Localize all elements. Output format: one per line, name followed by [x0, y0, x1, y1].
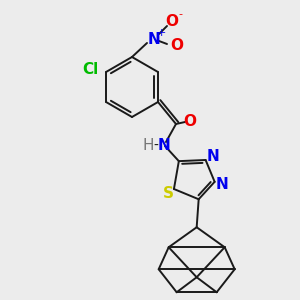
Text: -: -	[178, 9, 182, 19]
Text: -: -	[154, 139, 158, 153]
Text: +: +	[156, 28, 166, 38]
Text: N: N	[215, 177, 228, 192]
Text: O: O	[170, 38, 184, 53]
Text: N: N	[148, 32, 160, 46]
Text: Cl: Cl	[82, 62, 98, 77]
Text: S: S	[162, 187, 173, 202]
Text: O: O	[166, 14, 178, 28]
Text: O: O	[184, 115, 196, 130]
Text: N: N	[206, 149, 219, 164]
Text: H: H	[142, 139, 154, 154]
Text: N: N	[158, 139, 170, 154]
